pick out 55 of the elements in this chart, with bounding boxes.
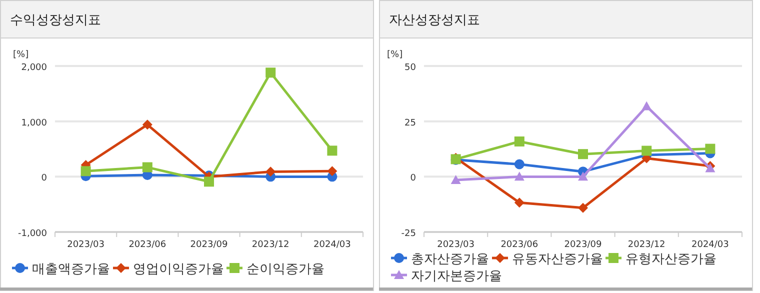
point — [266, 68, 276, 78]
x-tick-label: 2024/03 — [692, 240, 729, 250]
point — [142, 162, 152, 172]
legend-label: 매출액증가율 — [32, 262, 110, 277]
x-tick-label: 2023/03 — [67, 240, 104, 250]
x-tick-label: 2023/06 — [128, 240, 166, 250]
legend-영업이익증가율: 영업이익증가율 — [113, 262, 224, 277]
x-tick-label: 2023/06 — [500, 240, 538, 250]
x-tick-label: 2023/12 — [628, 240, 666, 250]
y-tick-label: 0 — [410, 174, 416, 184]
point — [642, 101, 652, 110]
y-tick-label: -1,000 — [18, 229, 48, 239]
y-tick-label: -25 — [401, 229, 416, 239]
point — [514, 136, 524, 146]
legend-유동자산증가율: 유동자산증가율 — [492, 252, 603, 267]
point — [578, 202, 588, 213]
legend-label: 유동자산증가율 — [512, 252, 603, 267]
chart-title: 자산성장성지표 — [389, 13, 480, 28]
point — [327, 166, 338, 176]
point — [266, 166, 276, 177]
legend-매출액증가율: 매출액증가율 — [12, 262, 110, 277]
x-tick-label: 2023/09 — [564, 240, 602, 250]
x-tick-label: 2023/03 — [437, 240, 474, 250]
y-tick-label: 0 — [41, 174, 48, 184]
legend-label: 영업이익증가율 — [133, 262, 224, 277]
point — [450, 174, 461, 184]
legend-총자산증가율: 총자산증가율 — [391, 252, 489, 267]
legend-순이익증가율: 순이익증가율 — [226, 262, 324, 277]
legend-자기자본증가율: 자기자본증가율 — [391, 269, 502, 284]
x-tick-label: 2023/12 — [252, 240, 290, 250]
chart-title: 수익성장성지표 — [10, 13, 101, 28]
y-tick-label: 2,000 — [21, 63, 48, 73]
y-axis-title: [%] — [387, 50, 403, 60]
point — [514, 159, 524, 170]
y-tick-label: 25 — [404, 118, 416, 128]
point — [142, 120, 152, 130]
point — [514, 172, 524, 181]
legend-label: 자기자본증가율 — [411, 269, 502, 284]
legend-label: 유형자산증가율 — [626, 252, 716, 267]
x-tick-label: 2024/03 — [314, 240, 351, 250]
y-axis-title: [%] — [13, 50, 29, 60]
x-tick-label: 2023/09 — [190, 240, 228, 250]
point — [578, 172, 588, 181]
legend-label: 총자산증가율 — [411, 252, 489, 267]
point — [642, 146, 652, 156]
legend-label: 순이익증가율 — [246, 262, 324, 277]
point — [705, 144, 716, 154]
point — [327, 146, 338, 156]
point — [514, 198, 524, 208]
point — [578, 149, 588, 160]
point — [80, 166, 91, 176]
point — [204, 176, 214, 187]
legend-유형자산증가율: 유형자산증가율 — [606, 252, 716, 267]
y-tick-label: 50 — [404, 63, 416, 73]
y-tick-label: 1,000 — [21, 118, 48, 128]
